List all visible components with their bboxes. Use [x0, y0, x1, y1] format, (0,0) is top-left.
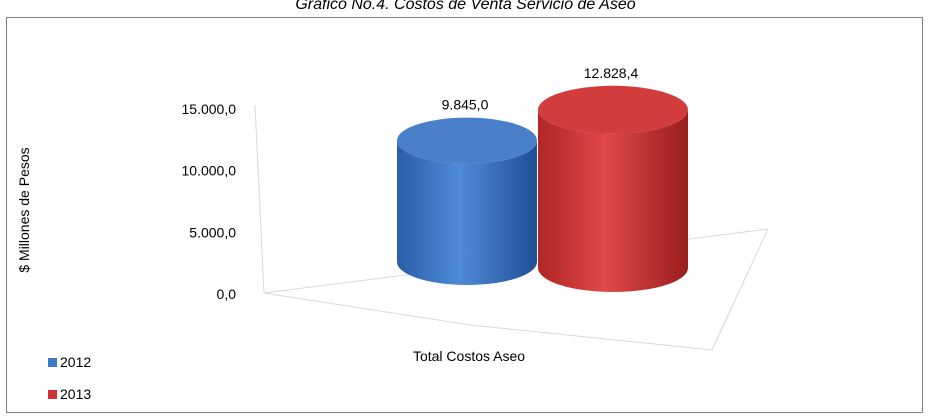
- chart-bars: 9.845,0 12.828,4: [397, 65, 688, 292]
- y-tick-label: 0,0: [217, 286, 237, 302]
- x-axis-label: Total Costos Aseo: [413, 348, 525, 364]
- legend: 2012 2013: [48, 352, 91, 416]
- legend-label-2013: 2013: [60, 386, 92, 402]
- bar-body-2012: [397, 140, 537, 285]
- legend-item-2013: 2013: [48, 384, 91, 404]
- bar-body-2013: [538, 109, 688, 292]
- y-tick-label: 10.000,0: [182, 163, 237, 179]
- bar-2012: 9.845,0: [397, 97, 537, 285]
- y-axis-ticks: 0,0 5.000,0 10.000,0 15.000,0: [182, 101, 237, 302]
- y-axis-label: $ Millones de Pesos: [16, 147, 32, 273]
- chart-title: Gráfico No.4. Costos de Venta Servicio d…: [295, 0, 636, 13]
- bar-2013: 12.828,4: [538, 65, 688, 292]
- y-tick-label: 15.000,0: [182, 101, 237, 117]
- legend-swatch-2013: [48, 389, 57, 399]
- bar-top-2013: [538, 85, 688, 134]
- floor-front-edge: [469, 324, 713, 351]
- legend-item-2012: 2012: [48, 352, 91, 372]
- floor-left-edge-front: [263, 292, 471, 326]
- data-label-2013: 12.828,4: [584, 65, 639, 81]
- data-label-2012: 9.845,0: [442, 97, 489, 113]
- chart-frame: [6, 17, 923, 413]
- floor-right-edge: [711, 228, 769, 351]
- legend-label-2012: 2012: [60, 354, 92, 370]
- legend-swatch-2012: [48, 357, 57, 367]
- y-tick-label: 5.000,0: [189, 224, 236, 240]
- bar-top-2012: [397, 117, 537, 164]
- back-wall-left-edge: [254, 104, 265, 294]
